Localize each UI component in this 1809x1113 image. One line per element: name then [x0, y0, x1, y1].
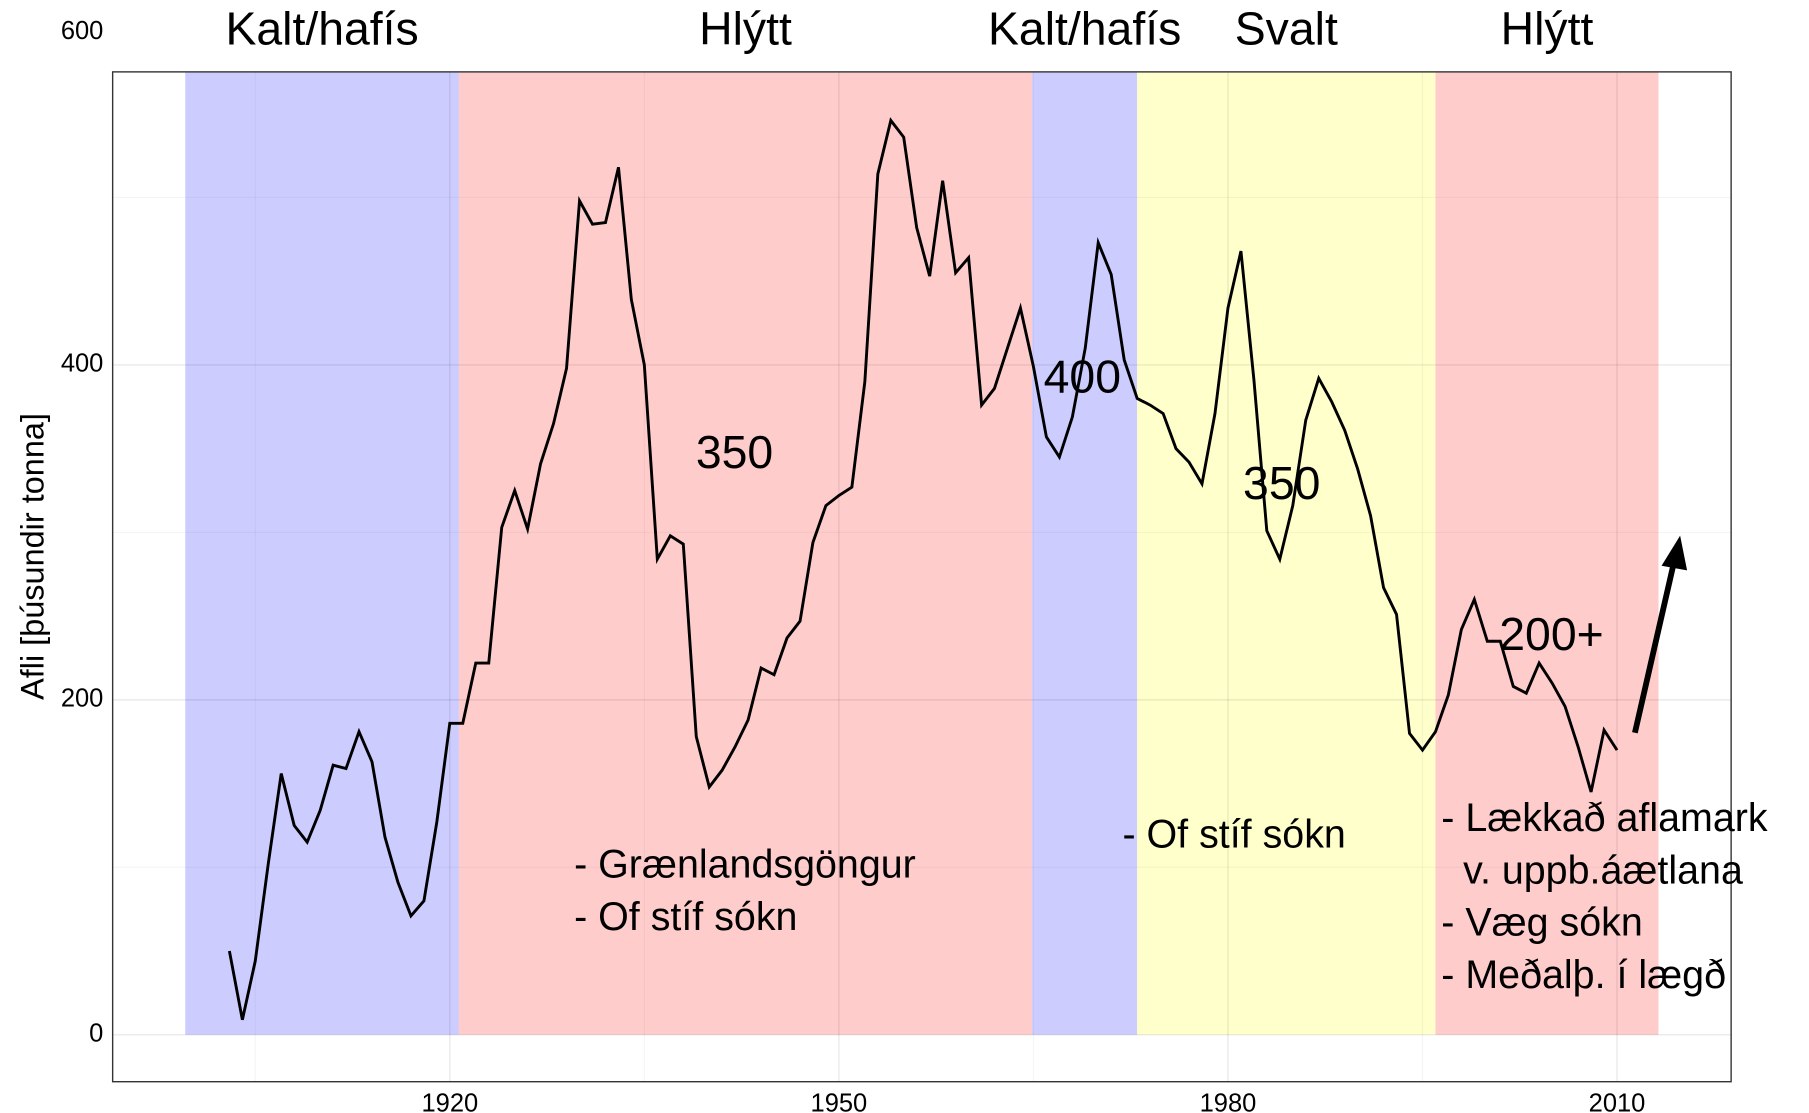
x-tick-label: 1980 — [1200, 1090, 1257, 1113]
annotation: - Meðalþ. í lægð — [1441, 953, 1726, 997]
annotation: v. uppb.áætlana — [1441, 848, 1743, 892]
y-axis-label: Afli [þúsundir tonna] — [15, 413, 51, 700]
period-band — [185, 71, 459, 1035]
annotation: 200+ — [1499, 608, 1603, 660]
period-band — [1032, 71, 1138, 1035]
period-label: Svalt — [1235, 3, 1338, 55]
period-label: Kalt/hafís — [988, 3, 1181, 55]
x-tick-label: 1950 — [811, 1090, 868, 1113]
y-tick-label: 0 — [89, 1020, 103, 1048]
plot-frame — [111, 71, 1732, 1083]
x-tick-label: 1920 — [421, 1090, 478, 1113]
annotation: - Of stíf sókn — [574, 895, 797, 939]
annotation: - Grænlandsgöngur — [574, 843, 916, 887]
y-tick-label: 400 — [61, 350, 104, 378]
period-label: Hlýtt — [1501, 3, 1594, 55]
period-band — [1435, 71, 1659, 1035]
annotation: - Lækkað aflamark — [1441, 796, 1768, 840]
annotation: - Væg sókn — [1441, 901, 1643, 945]
period-label: Kalt/hafís — [225, 3, 418, 55]
annotation: 350 — [1243, 457, 1320, 509]
arrow-head — [1661, 535, 1688, 571]
x-tick-label: 2010 — [1589, 1090, 1646, 1113]
annotation: 400 — [1044, 351, 1121, 403]
data-line — [227, 117, 1619, 1021]
annotation: 350 — [696, 426, 773, 478]
period-band — [1137, 71, 1436, 1035]
arrow-shaft — [1632, 565, 1676, 734]
annotation: - Of stíf sókn — [1122, 812, 1345, 856]
period-band — [458, 71, 1033, 1035]
y-tick-label: 200 — [61, 685, 104, 713]
y-tick-label: 600 — [61, 17, 104, 45]
period-label: Hlýtt — [699, 3, 792, 55]
